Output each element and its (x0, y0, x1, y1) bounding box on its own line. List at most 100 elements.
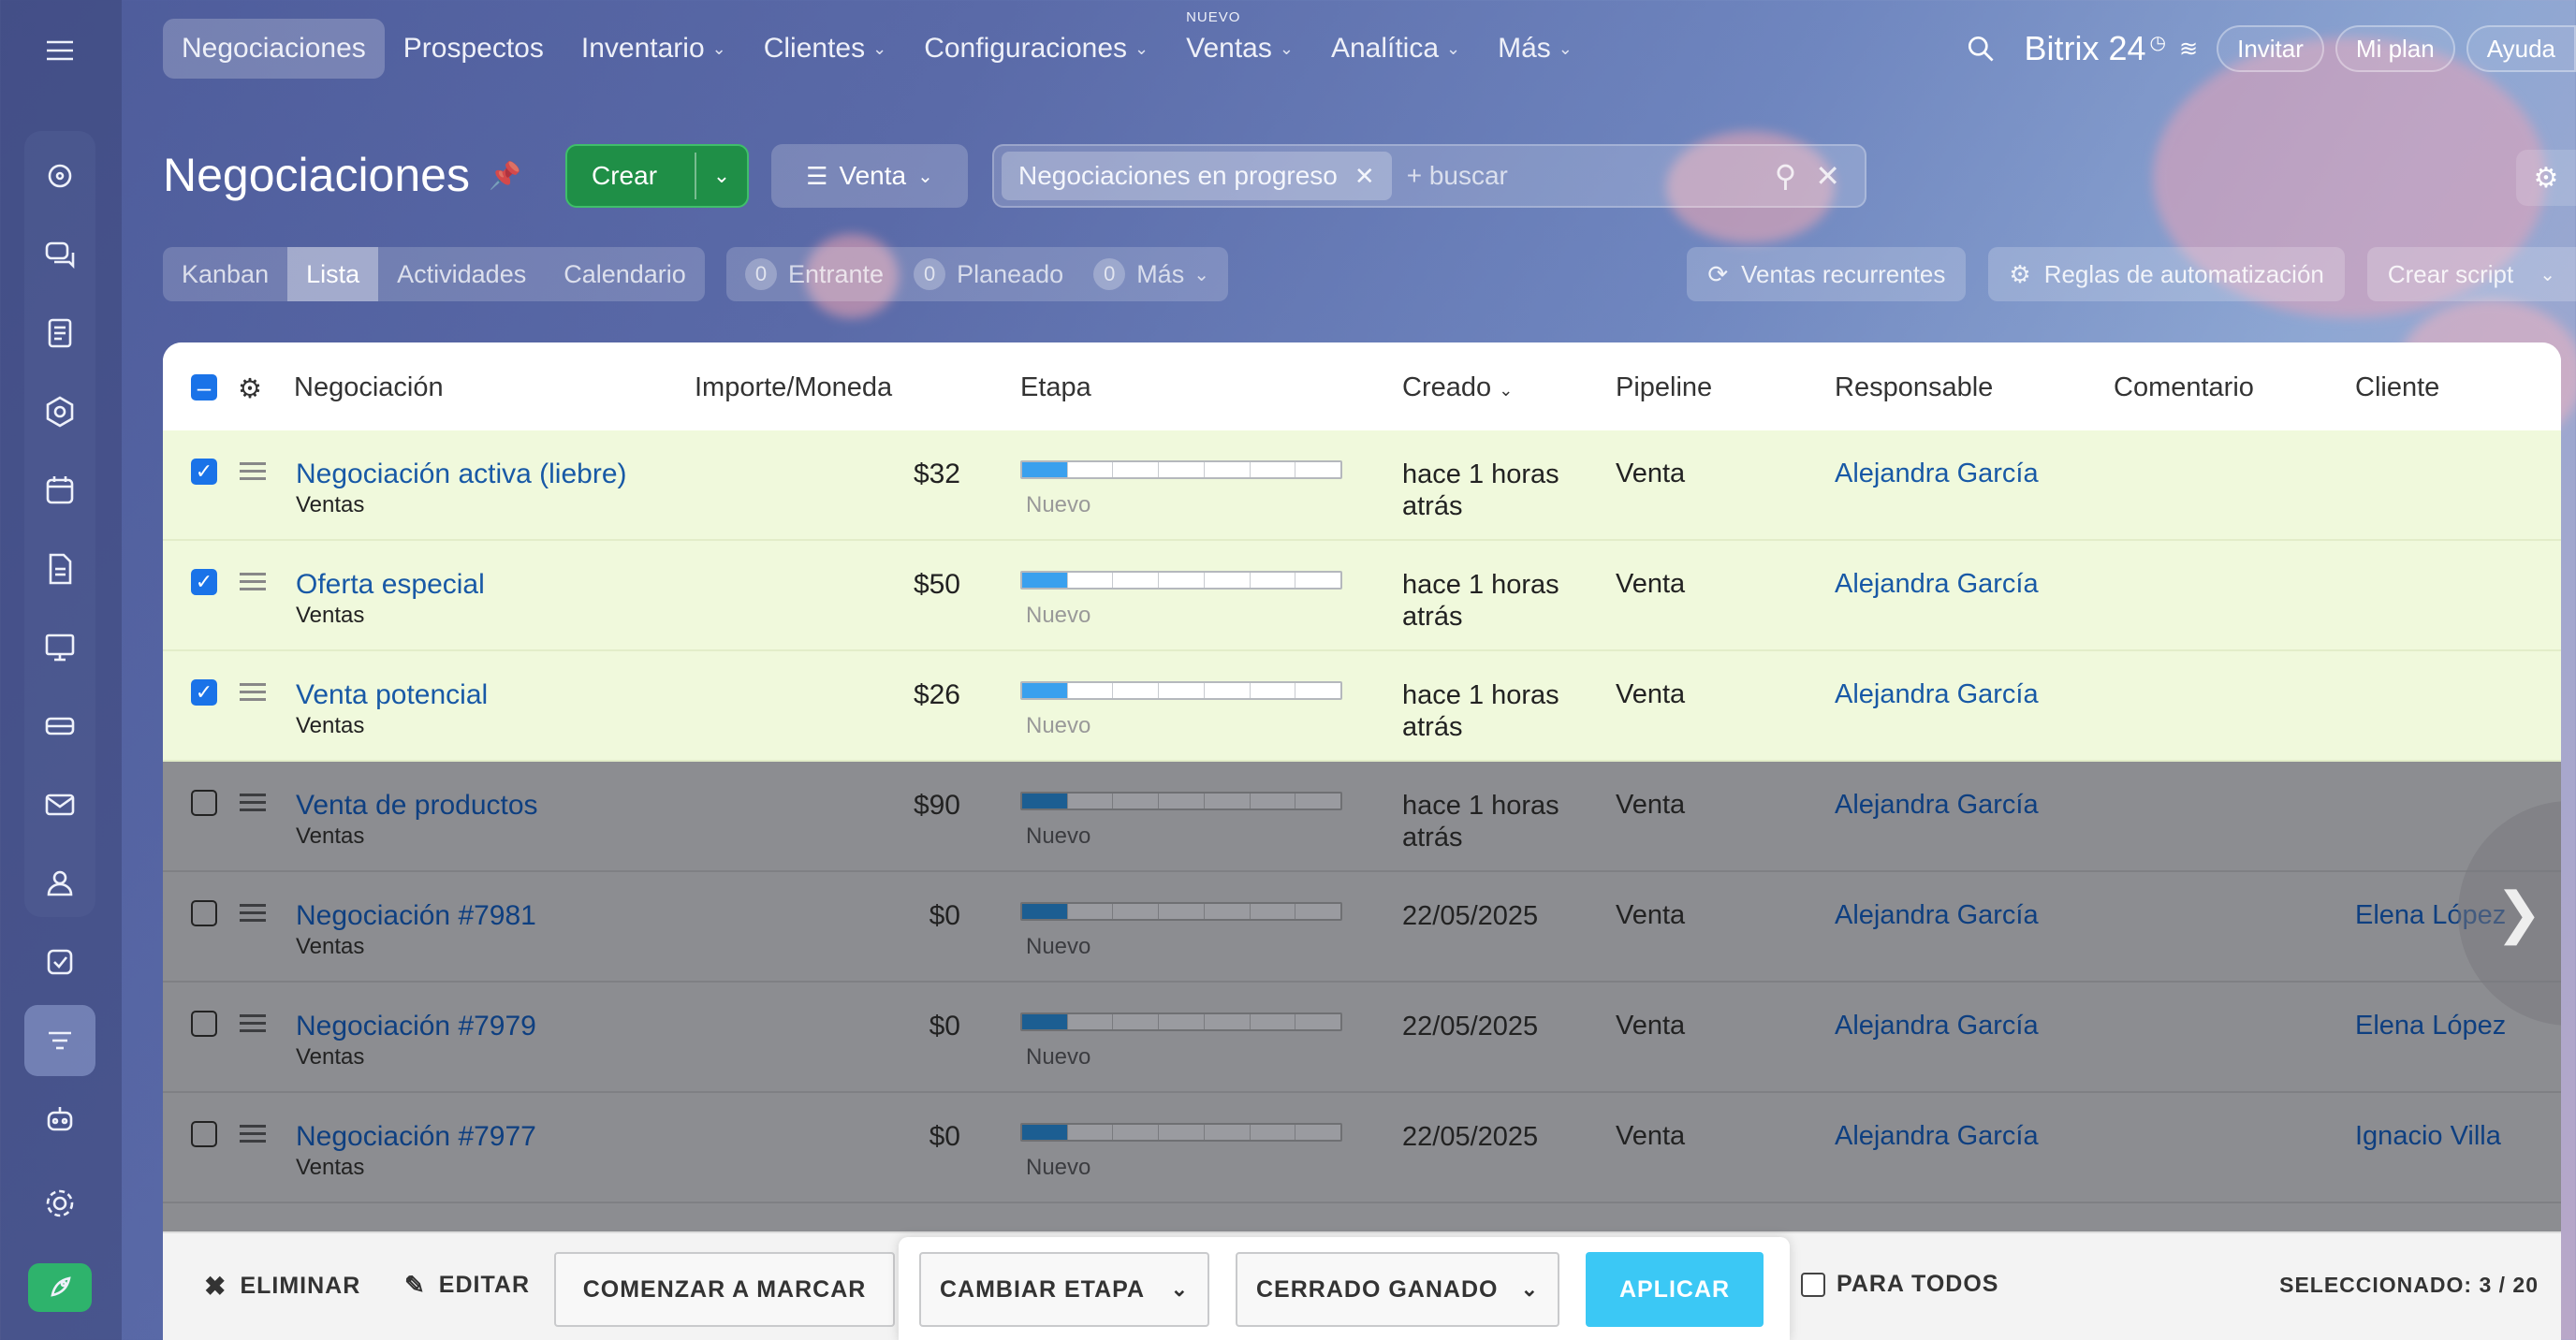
client-link[interactable]: Ignacio Villa (2355, 1121, 2501, 1151)
drag-handle-icon[interactable] (240, 683, 266, 706)
deal-title-link[interactable]: Negociación #7981 (296, 900, 536, 931)
pipeline-selector[interactable]: ☰ Venta ⌄ (771, 144, 968, 208)
drag-handle-icon[interactable] (240, 462, 266, 485)
table-row[interactable]: ✓ Oferta especial Ventas $50 Nuevo hace 1 hor… (163, 541, 2561, 651)
invite-button[interactable]: Invitar (2217, 25, 2324, 72)
responsible-link[interactable]: Alejandra García (1835, 679, 2039, 709)
apply-button[interactable]: APLICAR (1586, 1252, 1764, 1327)
tasks-icon[interactable] (36, 938, 84, 986)
for-all-checkbox[interactable]: PARA TODOS (1801, 1271, 1998, 1298)
nav-item-negociaciones[interactable]: Negociaciones (163, 19, 385, 79)
table-row[interactable]: ✓ Venta potencial Ventas $26 Nuevo hace 1 hor… (163, 651, 2561, 762)
stage-progress-bar[interactable] (1020, 902, 1342, 921)
chat-icon[interactable] (36, 230, 84, 279)
card-icon[interactable] (36, 702, 84, 750)
counter-entrante[interactable]: 0 Entrante (745, 258, 884, 290)
row-checkbox[interactable]: ✓ (191, 569, 217, 595)
presentation-icon[interactable] (36, 623, 84, 672)
nav-item-prospectos[interactable]: Prospectos (385, 19, 563, 79)
column-header-comment[interactable]: Comentario (2114, 372, 2254, 402)
column-header-amount[interactable]: Importe/Moneda (695, 372, 893, 402)
robot-icon[interactable] (36, 1095, 84, 1143)
deal-title-link[interactable]: Negociación #7979 (296, 1011, 536, 1041)
pin-icon[interactable]: 📌 (488, 160, 521, 190)
create-button[interactable]: Crear ⌄ (565, 144, 749, 208)
deal-title-link[interactable]: Venta potencial (296, 679, 489, 710)
stage-progress-bar[interactable] (1020, 571, 1342, 590)
stage-progress-bar[interactable] (1020, 1123, 1342, 1142)
start-mark-button[interactable]: COMENZAR A MARCAR (554, 1252, 895, 1327)
menu-icon[interactable] (36, 26, 84, 75)
stage-value-select[interactable]: CERRADO GANADO ⌄ (1236, 1252, 1559, 1327)
drag-handle-icon[interactable] (240, 1014, 266, 1037)
recurring-sales-button[interactable]: ⟳ Ventas recurrentes (1687, 247, 1967, 301)
close-icon[interactable]: ✕ (1354, 161, 1375, 190)
contacts-icon[interactable] (36, 859, 84, 908)
deal-title-link[interactable]: Venta de productos (296, 790, 538, 821)
help-button[interactable]: Ayuda (2466, 25, 2576, 72)
tab-actividades[interactable]: Actividades (397, 259, 527, 288)
document-list-icon[interactable] (36, 309, 84, 357)
file-icon[interactable] (36, 545, 84, 593)
column-header-client[interactable]: Cliente (2355, 372, 2440, 402)
create-script-button[interactable]: Crear script ⌄ (2366, 247, 2576, 301)
tab-lista[interactable]: Lista (287, 247, 379, 301)
edit-button[interactable]: ✎ EDITAR (404, 1271, 530, 1300)
row-checkbox[interactable] (191, 900, 217, 926)
drag-handle-icon[interactable] (240, 573, 266, 595)
counter-mas[interactable]: 0 Más ⌄ (1093, 258, 1209, 290)
search-icon[interactable] (1964, 32, 1998, 66)
brand-logo[interactable]: Bitrix 24 ◷ ≋ (2024, 29, 2198, 68)
counter-planeado[interactable]: 0 Planeado (914, 258, 1063, 290)
stage-progress-bar[interactable] (1020, 1012, 1342, 1031)
mail-icon[interactable] (36, 780, 84, 829)
select-all-checkbox[interactable]: – (191, 373, 217, 401)
column-header-stage[interactable]: Etapa (1020, 372, 1091, 402)
stage-progress-bar[interactable] (1020, 792, 1342, 810)
client-link[interactable]: Elena López (2355, 1011, 2507, 1041)
automation-rules-button[interactable]: ⚙ Reglas de automatización (1988, 247, 2345, 301)
deal-title-link[interactable]: Negociación activa (liebre) (296, 459, 627, 489)
clear-icon[interactable]: ✕ (1815, 159, 1840, 193)
nav-item-ventas[interactable]: NUEVO Ventas ⌄ (1167, 9, 1312, 79)
drag-handle-icon[interactable] (240, 904, 266, 926)
crm-funnel-icon[interactable] (24, 1005, 95, 1076)
tab-calendario[interactable]: Calendario (564, 259, 686, 288)
hexagon-icon[interactable] (36, 387, 84, 436)
row-checkbox[interactable] (191, 1011, 217, 1037)
page-settings-icon[interactable]: ⚙ (2516, 150, 2576, 206)
stage-progress-bar[interactable] (1020, 681, 1342, 700)
checkbox[interactable] (1801, 1272, 1825, 1297)
search-input[interactable]: + buscar (1406, 161, 1508, 190)
responsible-link[interactable]: Alejandra García (1835, 1121, 2039, 1151)
table-row[interactable]: Negociación #7981 Ventas $0 Nuevo 22/05/2025… (163, 872, 2561, 983)
chevron-down-icon[interactable]: ⌄ (2539, 264, 2555, 285)
activity-stream-icon[interactable] (36, 152, 84, 200)
column-header-deal[interactable]: Negociación (294, 372, 444, 402)
table-row[interactable]: Venta de productos Ventas $90 Nuevo hace 1 h… (163, 762, 2561, 872)
column-settings-icon[interactable]: ⚙ (238, 374, 262, 404)
drag-handle-icon[interactable] (240, 1125, 266, 1147)
change-stage-select[interactable]: CAMBIAR ETAPA ⌄ (919, 1252, 1209, 1327)
responsible-link[interactable]: Alejandra García (1835, 790, 2039, 820)
calendar-icon[interactable] (36, 466, 84, 515)
nav-item-mas[interactable]: Más ⌄ (1479, 19, 1591, 79)
row-checkbox[interactable]: ✓ (191, 679, 217, 706)
row-checkbox[interactable] (191, 1121, 217, 1147)
tab-kanban[interactable]: Kanban (182, 259, 270, 288)
table-row[interactable]: ✓ Negociación activa (liebre) Ventas $32 Nue… (163, 430, 2561, 541)
responsible-link[interactable]: Alejandra García (1835, 1011, 2039, 1041)
delete-button[interactable]: ✖ ELIMINAR (204, 1271, 360, 1302)
column-header-created[interactable]: Creado ⌄ (1402, 372, 1513, 403)
responsible-link[interactable]: Alejandra García (1835, 900, 2039, 930)
row-checkbox[interactable]: ✓ (191, 459, 217, 485)
row-checkbox[interactable] (191, 790, 217, 816)
chevron-down-icon[interactable]: ⌄ (712, 164, 731, 187)
nav-item-analitica[interactable]: Analítica ⌄ (1312, 19, 1479, 79)
responsible-link[interactable]: Alejandra García (1835, 569, 2039, 599)
deal-title-link[interactable]: Negociación #7977 (296, 1121, 536, 1152)
deal-title-link[interactable]: Oferta especial (296, 569, 485, 600)
table-row[interactable]: Negociación #7977 Ventas $0 Nuevo 22/05/2025… (163, 1093, 2561, 1203)
sliders-icon[interactable]: ≋ (2178, 36, 2199, 62)
column-header-responsible[interactable]: Responsable (1835, 372, 1994, 402)
